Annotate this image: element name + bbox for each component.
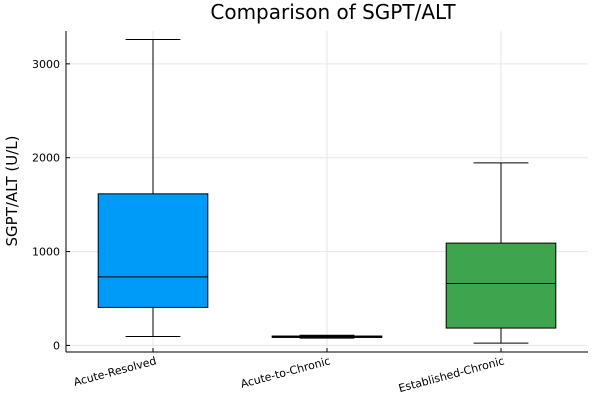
- box-established-chronic: [445, 162, 557, 344]
- iqr-box: [97, 193, 209, 308]
- y-tick-label: 2000: [32, 152, 60, 165]
- y-tick-label: 0: [53, 339, 60, 352]
- box-plots: [97, 38, 557, 344]
- y-axis-label: SGPT/ALT (U/L): [3, 136, 21, 247]
- x-tick-label: Acute-Resolved: [72, 354, 158, 389]
- y-tick-label: 3000: [32, 58, 60, 71]
- y-tick-label: 1000: [32, 246, 60, 259]
- iqr-box: [445, 242, 557, 329]
- axes: [65, 31, 588, 353]
- box-acute-resolved: [97, 38, 209, 338]
- x-tick-label: Established-Chronic: [397, 354, 506, 395]
- box-acute-to-chronic: [271, 334, 383, 339]
- chart-title: Comparison of SGPT/ALT: [210, 0, 456, 24]
- x-tick-label: Acute-to-Chronic: [239, 354, 332, 390]
